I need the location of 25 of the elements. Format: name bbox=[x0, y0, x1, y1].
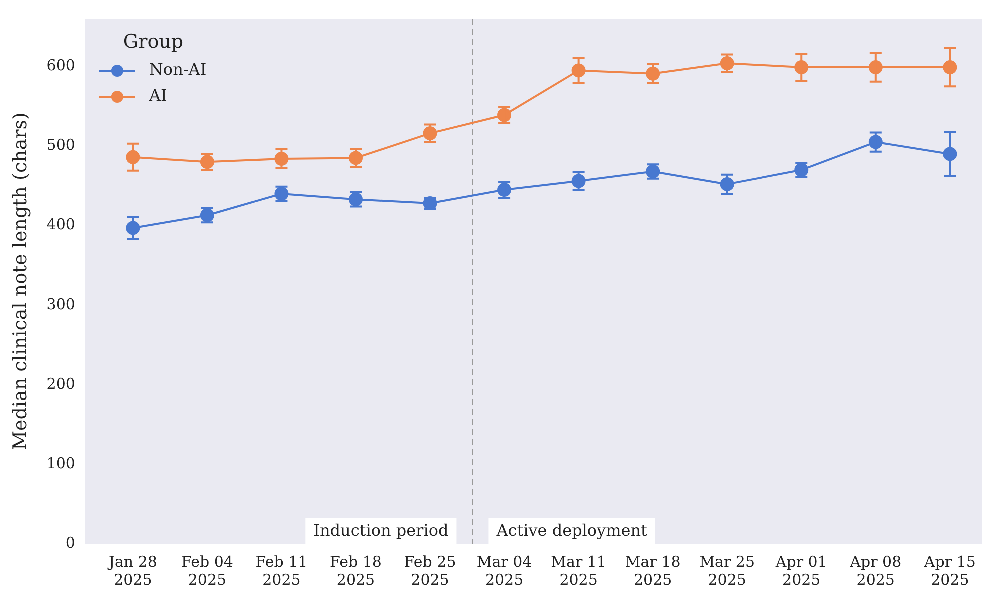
x-tick-label: Mar 11 2025 bbox=[551, 552, 606, 589]
y-tick-label: 200 bbox=[46, 374, 76, 393]
x-tick-label: Jan 28 2025 bbox=[106, 552, 158, 589]
y-tick-label: 100 bbox=[46, 454, 76, 472]
legend-label: Non-AI bbox=[149, 60, 207, 80]
x-tick-label: Feb 11 2025 bbox=[256, 552, 308, 589]
annotation: Induction period bbox=[314, 521, 449, 540]
legend-label: AI bbox=[148, 86, 168, 106]
x-tick-label: Feb 18 2025 bbox=[330, 552, 382, 589]
y-tick-label: 600 bbox=[46, 56, 76, 75]
y-tick-label: 500 bbox=[46, 136, 76, 154]
x-tick-label: Feb 25 2025 bbox=[404, 552, 456, 589]
x-tick-label: Mar 18 2025 bbox=[625, 552, 681, 589]
x-tick-label: Feb 04 2025 bbox=[181, 552, 234, 589]
x-tick-label: Apr 08 2025 bbox=[849, 552, 902, 589]
annotation: Active deployment bbox=[496, 521, 648, 540]
x-tick-label: Apr 15 2025 bbox=[923, 552, 976, 589]
legend-title: Group bbox=[123, 30, 184, 53]
x-tick-label: Apr 01 2025 bbox=[774, 552, 828, 589]
y-axis-title: Median clinical note length (chars) bbox=[9, 112, 32, 450]
x-tick-label: Mar 04 2025 bbox=[476, 552, 532, 589]
y-tick-label: 300 bbox=[46, 295, 76, 314]
x-tick-label: Mar 25 2025 bbox=[700, 552, 756, 589]
y-tick-label: 400 bbox=[46, 216, 76, 234]
y-tick-label: 0 bbox=[66, 534, 76, 552]
